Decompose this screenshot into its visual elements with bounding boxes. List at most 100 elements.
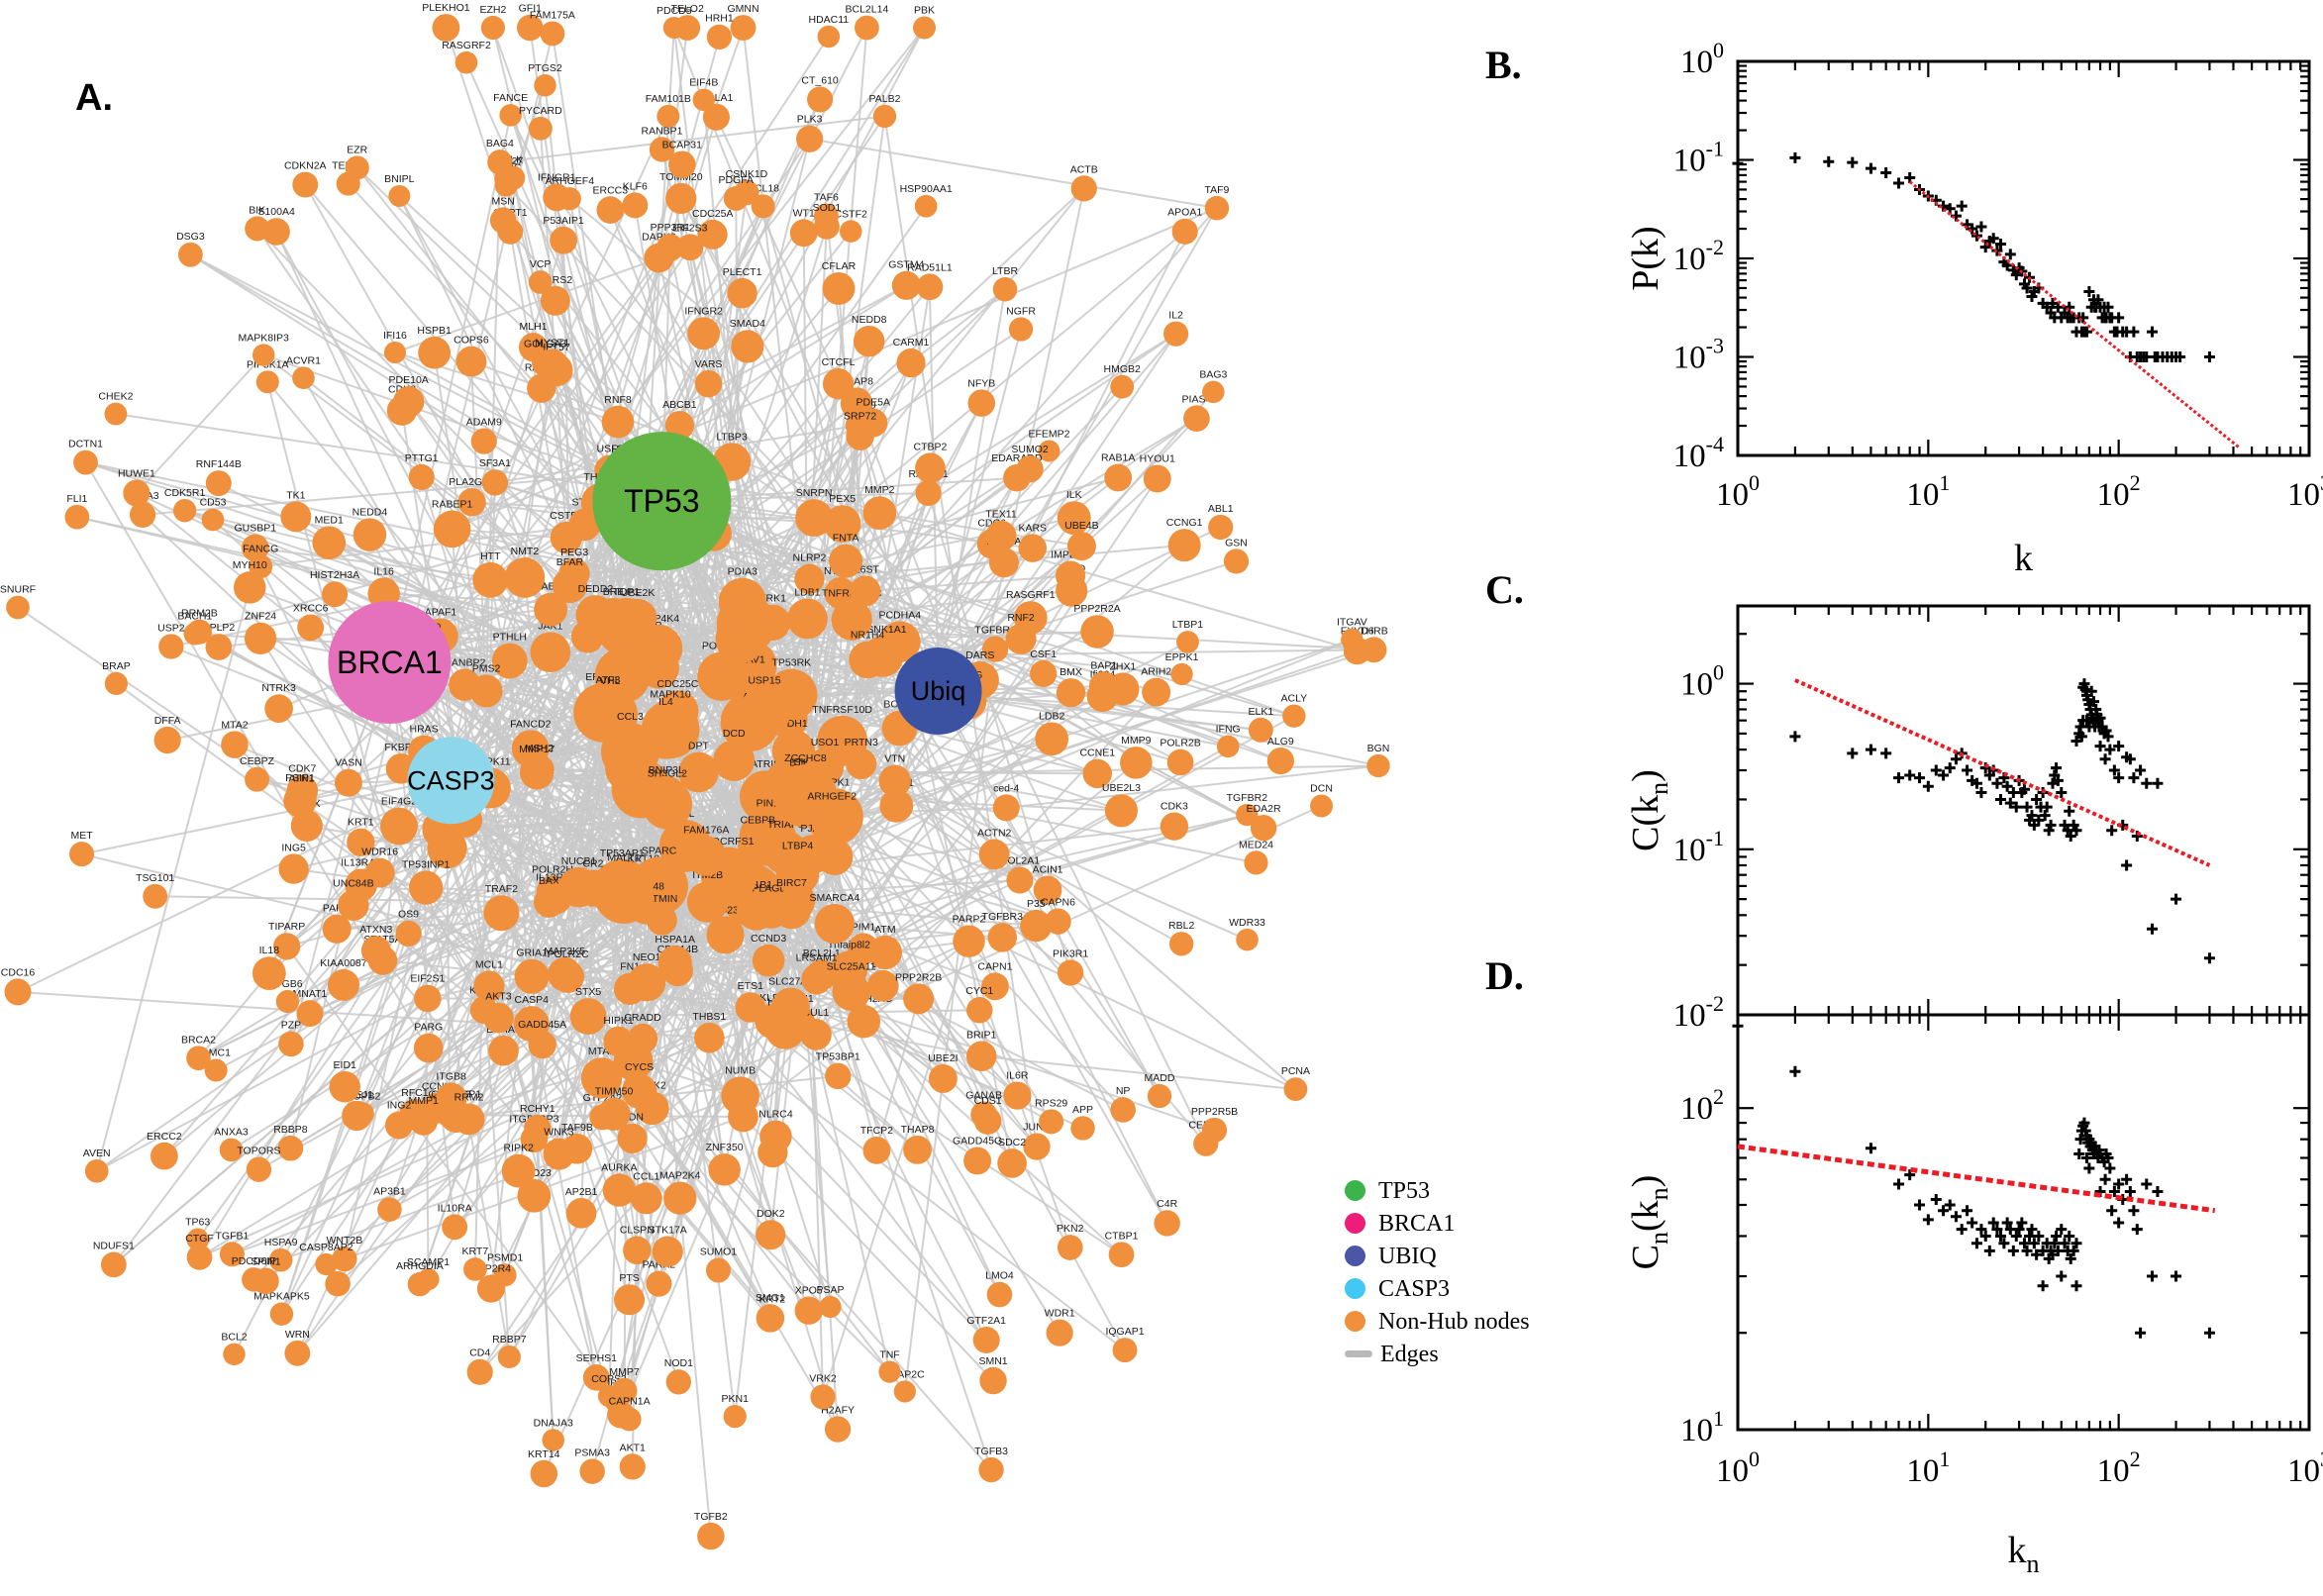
gene-node: MTA2: [221, 719, 249, 758]
gene-node: BMX: [1056, 666, 1086, 708]
gene-node: TGFB1: [215, 1230, 249, 1267]
svg-text:CSF1: CSF1: [1030, 648, 1057, 660]
svg-text:UBE2K: UBE2K: [621, 587, 655, 599]
gene-node: HRH1: [705, 13, 734, 50]
svg-text:CT_610: CT_610: [801, 74, 839, 86]
svg-text:kn​: kn​: [2008, 1530, 2040, 1578]
gene-node: EDA2R: [1247, 803, 1281, 842]
gene-node: CLSPN: [620, 1225, 655, 1265]
network-legend: TP53 BRCA1 UBIQ CASP3 Non-Hub nodes Edge…: [1345, 1174, 1642, 1370]
panel-b-label: B.: [1485, 43, 1522, 87]
svg-text:TIPARP: TIPARP: [268, 921, 305, 933]
legend-item-casp3: CASP3: [1345, 1272, 1642, 1305]
gene-node: HTT: [472, 550, 509, 598]
svg-text:100: 100: [1680, 660, 1724, 703]
gene-node: CD53: [200, 497, 227, 532]
gene-node: LRSAM1: [796, 952, 838, 995]
svg-text:C(kn​): C(kn​): [1625, 769, 1673, 851]
svg-text:CAPN1: CAPN1: [977, 960, 1012, 972]
svg-text:LDB1: LDB1: [794, 586, 820, 598]
gene-node: APP: [1070, 1104, 1095, 1141]
svg-text:BIK: BIK: [249, 204, 265, 216]
svg-text:WDR16: WDR16: [361, 847, 398, 858]
svg-text:NTRK3: NTRK3: [261, 682, 296, 694]
svg-text:MCL1: MCL1: [475, 958, 503, 970]
svg-text:NDUFS1: NDUFS1: [93, 1240, 135, 1251]
gene-node: XRCC6: [293, 602, 329, 642]
svg-text:MMP17: MMP17: [519, 744, 555, 755]
svg-text:100: 100: [1716, 1446, 1760, 1489]
gene-node: IQGAP1: [1105, 1326, 1145, 1363]
svg-text:TGFB3: TGFB3: [974, 1446, 1008, 1457]
svg-text:UBE2I: UBE2I: [928, 1052, 958, 1064]
svg-text:STX5: STX5: [575, 986, 601, 998]
gene-node: DCN: [1310, 783, 1334, 818]
svg-text:AP2B1: AP2B1: [565, 1186, 598, 1198]
svg-text:KIAA0087: KIAA0087: [320, 957, 366, 969]
svg-text:SMAD4: SMAD4: [730, 318, 765, 330]
svg-text:SPARC: SPARC: [642, 846, 677, 857]
gene-node: CYCS: [621, 1061, 657, 1109]
svg-text:RRM2: RRM2: [454, 1092, 484, 1104]
gene-node: ARIH2: [1141, 666, 1171, 707]
plot-c-fit-line: [1794, 678, 2211, 867]
svg-text:BRIP1: BRIP1: [966, 1030, 997, 1042]
svg-text:PPP2R5B: PPP2R5B: [1191, 1106, 1238, 1118]
svg-text:CARM1: CARM1: [893, 337, 930, 349]
gene-node: PBK: [913, 5, 937, 40]
svg-text:AKT1: AKT1: [620, 1442, 646, 1453]
gene-node: TAF9: [1204, 184, 1230, 221]
svg-text:DEDD2: DEDD2: [578, 583, 614, 595]
svg-text:SMG1: SMG1: [756, 1292, 785, 1304]
gene-node: SF3A1: [479, 457, 511, 496]
gene-node: FAM175A: [530, 9, 575, 47]
gene-node: CTGF: [185, 1233, 214, 1270]
gene-node: PIK3R1: [1053, 948, 1088, 986]
gene-node: BAG4: [486, 138, 514, 175]
svg-text:CTGF: CTGF: [185, 1233, 214, 1245]
svg-text:DFFA: DFFA: [154, 715, 181, 727]
svg-text:MAPK10: MAPK10: [650, 688, 691, 700]
gene-node: FAM101B: [646, 93, 691, 128]
svg-text:EZR: EZR: [347, 144, 367, 155]
gene-node: ITGAV: [1337, 617, 1367, 651]
svg-text:10-1: 10-1: [1673, 137, 1724, 179]
svg-text:KRT1: KRT1: [348, 817, 374, 829]
gene-node: CDKN2A: [284, 160, 327, 198]
gene-node: KRT14: [528, 1448, 560, 1488]
svg-text:ZCCHC8: ZCCHC8: [784, 752, 827, 764]
gene-node: BRAP: [102, 660, 131, 696]
svg-text:HRH1: HRH1: [705, 13, 734, 25]
gene-node: USP15: [738, 675, 791, 739]
svg-text:HSPB1: HSPB1: [417, 325, 452, 337]
gene-node: RBL2: [1168, 920, 1194, 956]
gene-node: EIF2S3: [672, 222, 708, 261]
svg-text:PDIA3: PDIA3: [728, 566, 758, 578]
svg-text:KRT14: KRT14: [528, 1448, 560, 1460]
svg-text:RCHY1: RCHY1: [520, 1103, 556, 1115]
gene-node: MTA1: [580, 1046, 623, 1099]
svg-text:WDR1: WDR1: [1045, 1308, 1075, 1320]
svg-text:IFNG: IFNG: [1216, 724, 1241, 736]
svg-text:MTA2: MTA2: [221, 719, 248, 731]
svg-text:CDC25C: CDC25C: [656, 678, 698, 690]
svg-text:THBS1: THBS1: [692, 1011, 726, 1023]
gene-node: BAG3: [1199, 369, 1227, 404]
svg-text:STK17A: STK17A: [649, 1225, 687, 1237]
svg-text:MAPK8IP3: MAPK8IP3: [239, 332, 290, 344]
svg-text:NEO1: NEO1: [633, 951, 661, 963]
svg-text:ZHX1: ZHX1: [1109, 660, 1136, 672]
gene-node: BRCA2: [181, 1034, 216, 1071]
gene-node: KRT2: [759, 1293, 785, 1328]
svg-text:HYOU1: HYOU1: [1140, 452, 1175, 464]
svg-text:COL2A1: COL2A1: [1000, 854, 1040, 866]
svg-text:ARHGDIA: ARHGDIA: [396, 1260, 444, 1272]
svg-text:HDAC11: HDAC11: [808, 14, 849, 26]
gene-node: PSAP: [816, 1284, 844, 1319]
gene-node: NEDD8: [852, 314, 887, 357]
gene-node: ZNF24: [244, 611, 276, 654]
svg-text:CDS1: CDS1: [974, 1095, 1002, 1107]
gene-node: AURKA: [601, 1161, 637, 1207]
